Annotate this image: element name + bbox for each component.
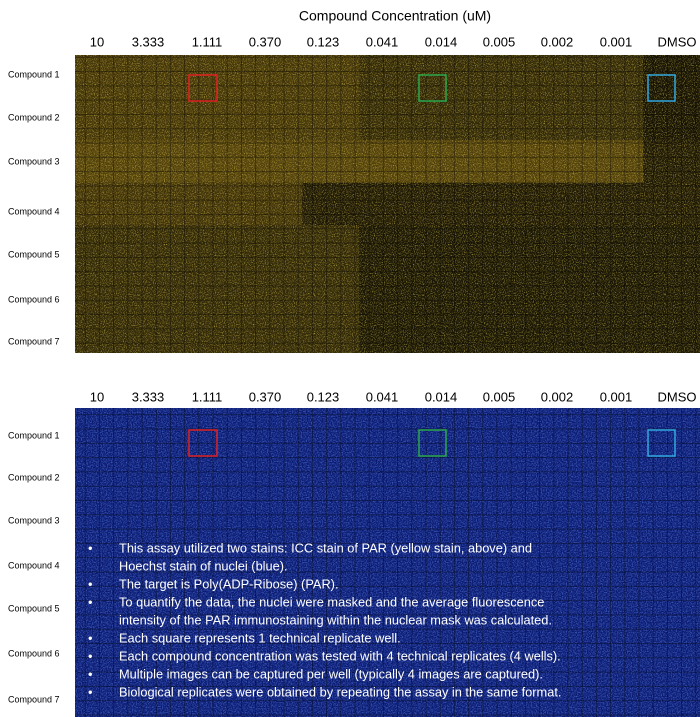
bullet: • xyxy=(88,630,92,645)
note-text: Hoechst stain of nuclei (blue). xyxy=(119,558,288,573)
note-text: Each compound concentration was tested w… xyxy=(119,648,561,663)
column-label: 0.370 xyxy=(249,34,282,49)
column-label: 0.123 xyxy=(307,389,340,404)
row-label: Compound 2 xyxy=(8,472,60,482)
column-label: 10 xyxy=(90,34,104,49)
bullet: • xyxy=(88,576,92,591)
row-label: Compound 4 xyxy=(8,206,60,216)
row-label: Compound 5 xyxy=(8,603,60,613)
column-label: 0.005 xyxy=(483,34,516,49)
note-text: This assay utilized two stains: ICC stai… xyxy=(119,540,532,555)
row-label: Compound 7 xyxy=(8,694,60,704)
bullet: • xyxy=(88,648,92,663)
bullet: • xyxy=(88,540,92,555)
column-label: DMSO xyxy=(658,34,697,49)
row-label: Compound 1 xyxy=(8,430,60,440)
row-label: Compound 3 xyxy=(8,515,60,525)
row-label: Compound 1 xyxy=(8,69,60,79)
row-label: Compound 6 xyxy=(8,648,60,658)
column-label: 1.111 xyxy=(192,34,223,49)
column-label: 0.002 xyxy=(541,389,574,404)
note-text: intensity of the PAR immunostaining with… xyxy=(119,612,552,627)
column-label: 0.001 xyxy=(600,34,633,49)
bullet: • xyxy=(88,594,92,609)
note-text: Multiple images can be captured per well… xyxy=(119,666,543,681)
slide: Compound Concentration (uM) 10 3.333 1.111… xyxy=(0,0,700,717)
note-text: To quantify the data, the nuclei were ma… xyxy=(119,594,544,609)
row-label: Compound 2 xyxy=(8,112,60,122)
column-label: 0.041 xyxy=(366,389,399,404)
column-label: 0.014 xyxy=(425,34,458,49)
row-label: Compound 4 xyxy=(8,560,60,570)
column-label: 0.123 xyxy=(307,34,340,49)
column-label: 1.111 xyxy=(192,389,223,404)
column-label: 3.333 xyxy=(132,34,165,49)
column-label: 3.333 xyxy=(132,389,165,404)
well-grid xyxy=(75,55,700,353)
column-label: 0.005 xyxy=(483,389,516,404)
row-label: Compound 5 xyxy=(8,249,60,259)
column-label: DMSO xyxy=(658,389,697,404)
bullet: • xyxy=(88,666,92,681)
axis-title: Compound Concentration (uM) xyxy=(299,8,491,24)
column-label: 0.002 xyxy=(541,34,574,49)
row-label: Compound 3 xyxy=(8,156,60,166)
column-label: 0.014 xyxy=(425,389,458,404)
page: Compound Concentration (uM) 10 3.333 1.111… xyxy=(0,0,700,717)
row-label: Compound 6 xyxy=(8,294,60,304)
note-text: The target is Poly(ADP-Ribose) (PAR). xyxy=(119,576,339,591)
column-label: 0.041 xyxy=(366,34,399,49)
bullet: • xyxy=(88,684,92,699)
column-label: 0.370 xyxy=(249,389,282,404)
note-text: Biological replicates were obtained by r… xyxy=(119,684,561,699)
column-label: 0.001 xyxy=(600,389,633,404)
row-label: Compound 7 xyxy=(8,336,60,346)
column-label: 10 xyxy=(90,389,104,404)
note-text: Each square represents 1 technical repli… xyxy=(119,630,401,645)
